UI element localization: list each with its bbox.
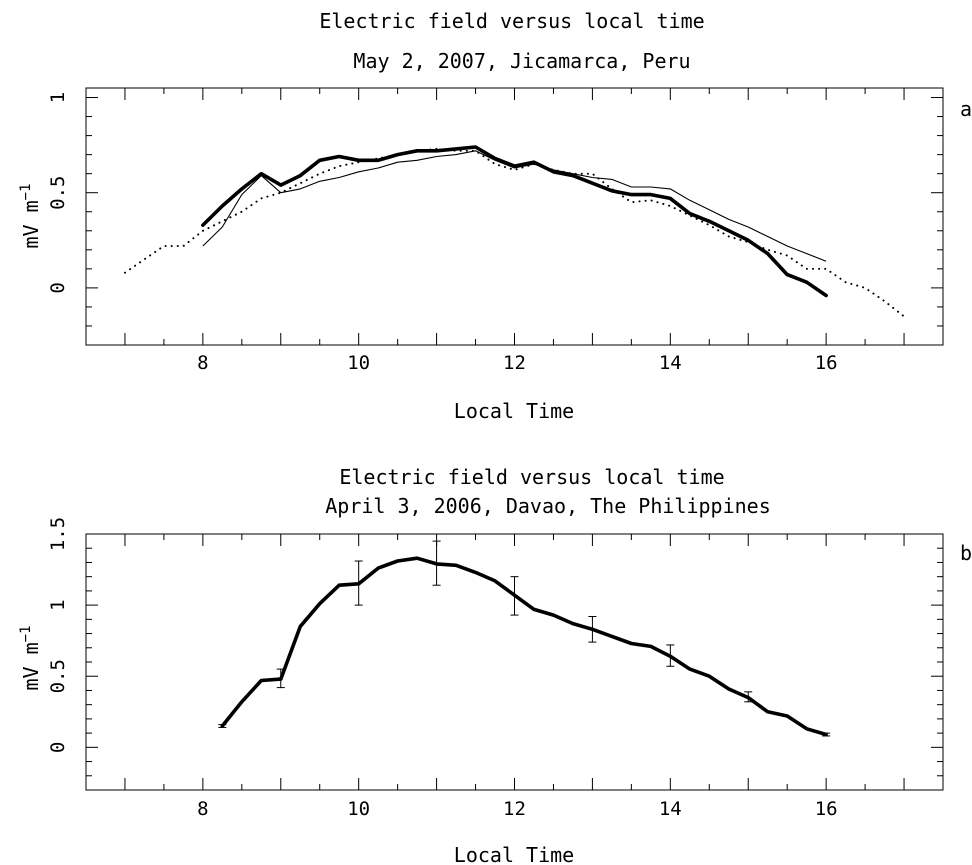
panel-b-label: b: [960, 541, 972, 565]
y-tick-label: 0: [47, 282, 69, 293]
x-tick-label: 16: [815, 352, 838, 374]
panel-b-plot-frame: [85, 533, 944, 791]
series-line-thick: [201, 145, 828, 298]
x-tick-label: 12: [503, 352, 526, 374]
panel-a: Electric field versus local time May 2, …: [18, 9, 972, 423]
panel-b-ticks: [85, 533, 944, 791]
y-tick-label: 0: [47, 742, 69, 753]
panel-a-label: a: [960, 97, 972, 121]
y-tick-label: 0.5: [47, 659, 69, 693]
x-tick-label: 16: [815, 798, 838, 820]
panel-b-y-axis-unit: mV m: [19, 642, 43, 690]
panel-b-error-bars: [218, 540, 831, 737]
x-tick-label: 8: [197, 352, 208, 374]
panel-b: Electric field versus local time April 3…: [18, 465, 972, 865]
panel-b-subtitle: April 3, 2006, Davao, The Philippines: [325, 494, 771, 518]
panel-a-y-axis-unit: mV m: [19, 200, 43, 248]
series-line-thick: [220, 556, 828, 737]
panel-a-y-axis-exponent: −1: [18, 183, 34, 200]
panel-a-title: Electric field versus local time: [319, 9, 704, 33]
y-tick-label: 1.5: [47, 517, 69, 551]
y-tick-label: 1: [47, 599, 69, 610]
x-tick-label: 10: [347, 798, 370, 820]
panel-b-x-axis-label: Local Time: [454, 843, 574, 865]
panel-a-y-axis-label: mV m−1: [18, 183, 43, 248]
x-tick-label: 10: [347, 352, 370, 374]
y-tick-label: 1: [47, 92, 69, 103]
panel-b-title: Electric field versus local time: [339, 465, 724, 489]
panel-b-x-tick-labels: 8 10 12 14 16: [197, 798, 837, 820]
x-tick-label: 14: [659, 352, 682, 374]
y-tick-label: 0.5: [47, 176, 69, 210]
panel-a-plot-frame: [85, 87, 944, 346]
x-tick-label: 8: [197, 798, 208, 820]
panel-a-ticks: [85, 88, 944, 346]
x-tick-label: 12: [503, 798, 526, 820]
panel-a-x-tick-labels: 8 10 12 14 16: [197, 352, 837, 374]
panel-b-y-axis-exponent: −1: [18, 625, 34, 642]
x-tick-label: 14: [659, 798, 682, 820]
panel-a-subtitle: May 2, 2007, Jicamarca, Peru: [353, 49, 690, 73]
panel-b-series: [220, 556, 828, 737]
panel-a-series: [124, 145, 905, 318]
series-line-dotted: [124, 147, 905, 318]
series-line-thin: [202, 150, 827, 262]
panel-b-y-tick-labels: 0 0.5 1 1.5: [47, 517, 69, 753]
panel-a-y-tick-labels: 00.51: [47, 92, 69, 294]
panel-b-y-axis-label: mV m−1: [18, 625, 43, 690]
panel-a-x-axis-label: Local Time: [454, 399, 574, 423]
